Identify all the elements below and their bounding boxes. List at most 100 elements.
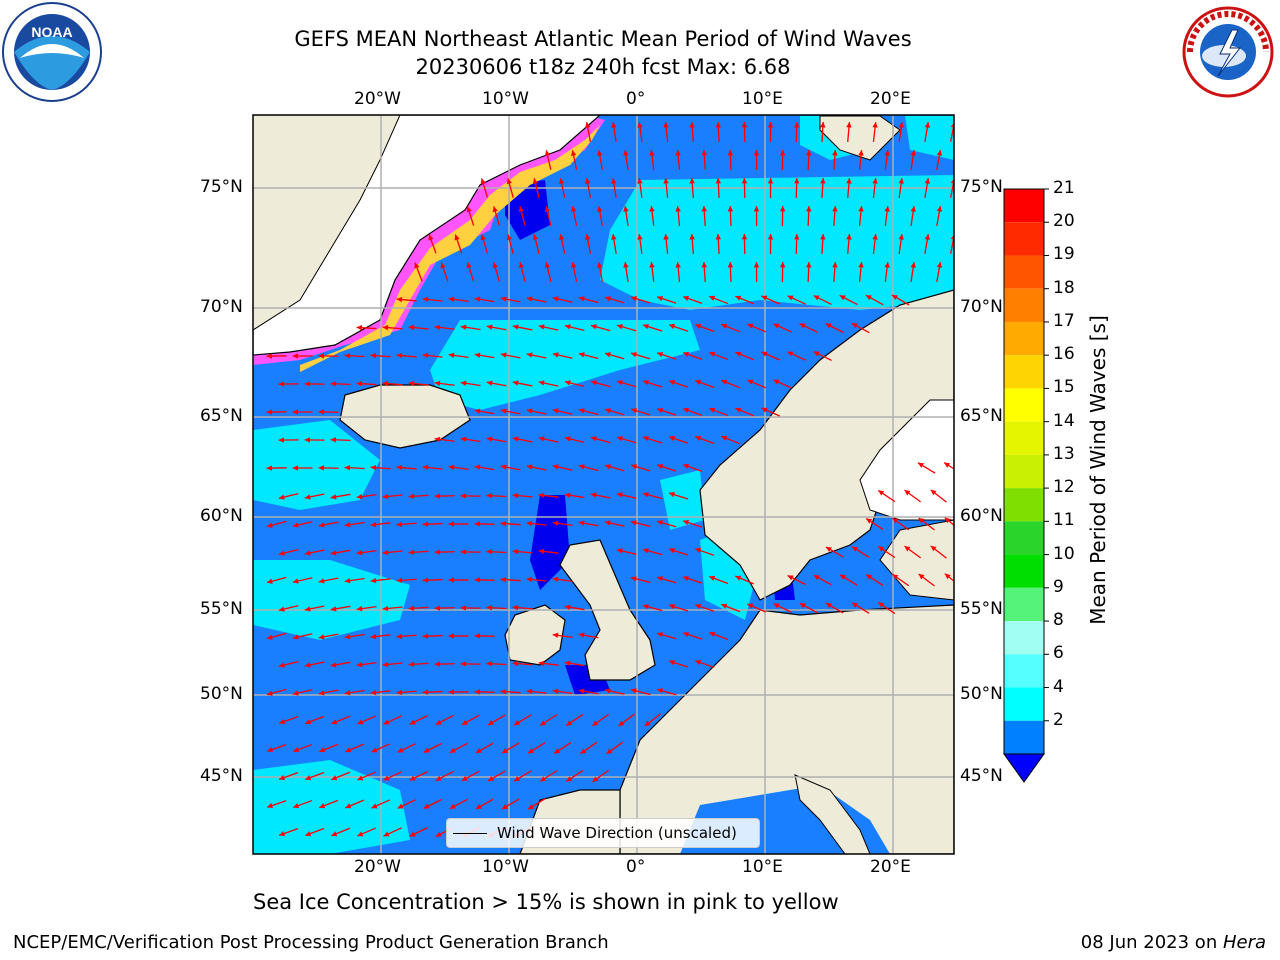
wind-wave-arrow	[292, 577, 313, 584]
wind-wave-arrow	[396, 689, 417, 696]
wind-wave-arrow	[318, 633, 339, 640]
wind-wave-arrow	[793, 233, 800, 255]
wind-wave-arrow	[820, 121, 826, 143]
wind-wave-arrow	[936, 262, 943, 282]
wind-wave-arrow	[656, 688, 677, 696]
wind-wave-arrow	[396, 352, 417, 359]
wind-wave-arrow	[701, 205, 707, 227]
wind-wave-arrow	[701, 149, 707, 171]
wind-wave-arrow	[813, 295, 832, 305]
wind-wave-arrow	[422, 577, 443, 583]
lat-label-left: 50°N	[200, 684, 243, 704]
wind-wave-arrow	[963, 206, 969, 226]
wind-wave-arrow	[813, 574, 832, 586]
wind-wave-arrow	[721, 379, 741, 389]
wind-wave-arrow	[526, 576, 547, 583]
colorbar-tick-label: 11	[1053, 510, 1075, 531]
wind-wave-arrow	[957, 490, 972, 503]
wind-wave-arrow	[304, 381, 325, 387]
wind-wave-arrow	[532, 234, 540, 254]
wind-wave-arrow	[806, 205, 812, 227]
wind-wave-arrow	[682, 463, 703, 472]
wind-wave-arrow	[606, 741, 624, 755]
wind-wave-arrow	[590, 492, 611, 499]
wind-wave-arrow	[318, 353, 339, 359]
wind-wave-arrow	[428, 234, 437, 254]
wind-wave-arrow	[872, 121, 878, 143]
wind-wave-arrow	[668, 492, 689, 500]
wind-wave-arrow	[538, 548, 559, 555]
wind-wave-arrow	[558, 178, 566, 198]
wind-wave-arrow	[924, 234, 931, 254]
wind-wave-arrow	[694, 603, 715, 612]
wind-wave-arrow	[675, 205, 681, 227]
wind-wave-arrow	[604, 688, 625, 695]
wind-wave-arrow	[480, 234, 489, 254]
wind-wave-arrow	[570, 150, 578, 170]
wind-wave-arrow	[753, 205, 760, 227]
lon-label-bottom: 20°E	[870, 857, 911, 877]
wind-wave-arrow	[904, 489, 922, 503]
wind-wave-arrow	[512, 436, 533, 443]
wind-wave-arrow	[694, 379, 715, 389]
wind-wave-arrow	[357, 771, 377, 781]
wind-wave-arrow	[422, 633, 443, 639]
wind-wave-arrow	[839, 574, 858, 586]
wind-wave-arrow	[492, 206, 500, 226]
wind-wave-arrow	[552, 688, 573, 695]
wind-wave-arrow	[278, 381, 299, 387]
colorbar-cell	[1004, 687, 1044, 721]
wind-wave-arrow	[604, 352, 625, 360]
wind-wave-arrow	[858, 261, 864, 283]
wind-wave-arrow	[475, 798, 494, 810]
wind-wave-arrow	[538, 324, 559, 331]
wind-wave-arrow	[486, 605, 507, 611]
colorbar-tick-label: 12	[1053, 477, 1075, 498]
wind-wave-arrow	[708, 631, 729, 641]
wind-wave-arrow	[422, 689, 443, 695]
colorbar-cell	[1004, 621, 1044, 655]
noaa-logo-icon: NOAA	[2, 2, 102, 102]
wind-wave-arrow	[475, 742, 494, 754]
wind-wave-arrow	[590, 436, 611, 444]
wind-wave-arrow	[930, 545, 947, 559]
wind-wave-arrow	[500, 520, 521, 527]
colorbar-cell	[1004, 421, 1044, 455]
colorbar-cell	[1004, 189, 1044, 223]
wind-wave-arrow	[565, 713, 584, 727]
wind-wave-arrow	[872, 177, 878, 199]
colorbar-tick-label: 21	[1053, 178, 1075, 198]
wind-wave-arrow	[682, 631, 703, 640]
wind-wave-arrow	[675, 149, 681, 171]
wind-wave-arrow	[910, 150, 916, 170]
wind-wave-arrow	[630, 352, 651, 360]
wind-wave-arrow	[434, 493, 455, 499]
colorbar	[1003, 188, 1049, 783]
wind-wave-arrow	[773, 379, 792, 389]
wind-wave-arrow	[544, 262, 552, 282]
lon-label-top: 10°E	[742, 89, 783, 109]
wind-wave-arrow	[512, 492, 533, 499]
wind-wave-arrow	[292, 409, 313, 415]
wind-wave-arrow	[304, 605, 325, 612]
lat-label-right: 65°N	[960, 406, 1003, 426]
wind-wave-arrow	[630, 408, 651, 416]
wind-wave-arrow	[422, 464, 443, 471]
wind-wave-arrow	[735, 575, 755, 585]
wind-wave-arrow	[721, 435, 741, 445]
wind-wave-arrow	[727, 205, 734, 227]
wind-wave-arrow	[518, 206, 526, 226]
wind-wave-arrow	[668, 548, 689, 556]
wind-wave-arrow	[466, 206, 475, 226]
wind-wave-arrow	[330, 605, 351, 612]
wind-wave-arrow	[357, 715, 377, 725]
wind-wave-arrow	[578, 632, 599, 639]
wind-wave-arrow	[408, 380, 429, 387]
wind-wave-arrow	[761, 351, 780, 361]
lat-label-right: 45°N	[960, 766, 1003, 786]
wind-wave-arrow	[630, 576, 651, 584]
wind-wave-arrow	[637, 234, 643, 254]
wind-wave-arrow	[304, 827, 325, 837]
wind-wave-arrow	[356, 493, 377, 500]
wind-wave-arrow	[708, 351, 729, 361]
